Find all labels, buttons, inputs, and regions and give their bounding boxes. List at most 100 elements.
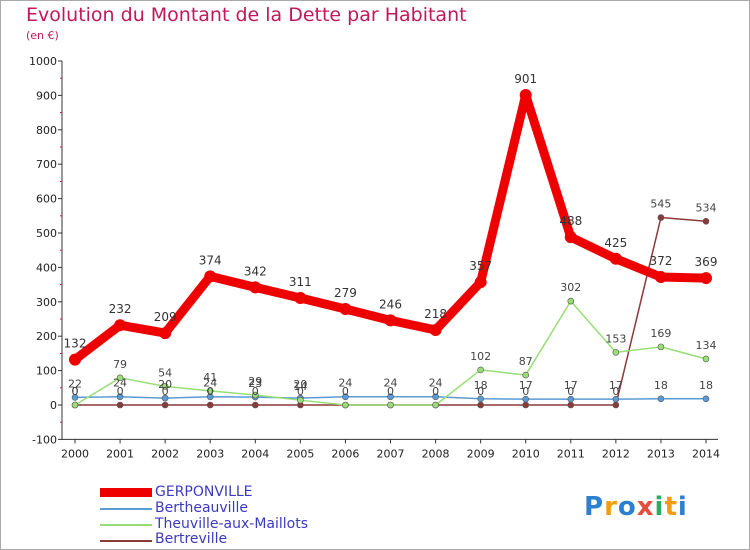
logo-letter: t	[664, 492, 678, 522]
x-tick-label: 2008	[422, 447, 450, 460]
data-point	[657, 343, 665, 351]
data-label: 102	[470, 350, 491, 363]
data-label: 357	[469, 259, 492, 273]
y-tick-label: 100	[36, 365, 57, 378]
data-label: 0	[297, 385, 304, 398]
data-point	[519, 89, 532, 102]
data-point	[206, 387, 214, 395]
data-label: 374	[199, 253, 222, 267]
data-point	[702, 218, 710, 225]
data-label: 0	[162, 385, 169, 398]
data-point	[429, 324, 442, 337]
data-point	[432, 401, 439, 409]
x-tick-label: 2014	[692, 447, 720, 460]
data-label: 23	[248, 377, 262, 390]
x-tick-label: 2003	[196, 447, 224, 460]
data-point	[522, 395, 530, 403]
data-label: 20	[293, 378, 307, 391]
x-tick-label: 2010	[512, 447, 540, 460]
data-point	[612, 349, 620, 356]
data-point	[522, 371, 530, 379]
data-point	[384, 314, 397, 327]
data-label: 218	[424, 307, 447, 321]
data-label: 18	[699, 379, 713, 392]
data-label: 534	[696, 201, 717, 214]
data-label: 0	[477, 385, 484, 398]
legend-label-bertreville: Bertreville	[155, 531, 228, 547]
x-tick-label: 2009	[467, 447, 495, 460]
data-point	[251, 401, 259, 409]
data-label: 41	[203, 371, 217, 384]
data-point	[161, 394, 169, 402]
data-point	[522, 401, 530, 409]
legend-swatch-bertreville	[100, 540, 152, 542]
data-label: 169	[650, 327, 671, 340]
data-label: 0	[522, 385, 529, 398]
data-point	[477, 401, 484, 409]
data-label: 311	[289, 275, 312, 289]
data-point	[116, 401, 124, 409]
data-point	[567, 395, 575, 403]
data-label: 134	[696, 339, 717, 352]
data-label: 545	[650, 198, 671, 211]
data-label: 369	[695, 255, 718, 269]
data-label: 18	[474, 379, 488, 392]
data-label: 0	[252, 385, 259, 398]
data-point	[342, 393, 349, 401]
data-point	[159, 327, 172, 340]
data-label: 17	[519, 379, 533, 392]
data-label: 246	[379, 297, 402, 311]
data-point	[657, 395, 665, 403]
logo-letter: i	[677, 492, 688, 522]
legend-swatch-theuville	[100, 524, 152, 526]
data-label: 372	[649, 254, 672, 268]
x-tick-label: 2000	[61, 447, 89, 460]
data-label: 0	[117, 385, 124, 398]
data-point	[657, 214, 665, 221]
x-tick-label: 2012	[602, 447, 630, 460]
data-label: 0	[72, 385, 79, 398]
data-label: 24	[203, 377, 217, 390]
data-label: 232	[109, 302, 132, 316]
data-label: 153	[605, 332, 626, 345]
logo-letter: o	[617, 492, 637, 522]
legend-label-bertheauville: Bertheauville	[155, 500, 248, 516]
y-tick-label: 1000	[29, 55, 57, 68]
data-label: 20	[158, 378, 172, 391]
chart-title: Evolution du Montant de la Dette par Hab…	[26, 4, 467, 26]
logo-letter: i	[654, 492, 665, 522]
data-point	[206, 401, 214, 409]
logo-letter: r	[604, 492, 618, 522]
y-tick-label: 300	[36, 296, 57, 309]
y-tick-label: 500	[36, 227, 57, 240]
data-point	[161, 401, 169, 409]
legend-label-gerponville: GERPONVILLE	[155, 484, 253, 500]
data-point	[204, 270, 217, 283]
data-label: 24	[384, 377, 398, 390]
data-point	[702, 355, 710, 363]
y-tick-label: 700	[36, 158, 57, 171]
y-tick-label: 400	[36, 261, 57, 274]
data-label: 14	[293, 380, 307, 393]
data-label: 132	[64, 337, 87, 351]
data-point	[342, 401, 349, 409]
data-point	[116, 374, 124, 382]
data-point	[71, 401, 79, 409]
y-tick-label: 0	[50, 399, 57, 412]
data-point	[251, 391, 259, 399]
legend-label-theuville: Theuville-aux-Maillots	[155, 516, 308, 532]
data-label: 425	[604, 236, 627, 250]
data-point	[294, 292, 307, 305]
data-point	[474, 276, 487, 289]
data-label: 901	[514, 72, 537, 86]
data-point	[69, 353, 81, 366]
y-tick-label: 200	[36, 330, 57, 343]
data-label: 29	[248, 375, 262, 388]
data-point	[387, 393, 394, 401]
legend-swatch-bertheauville	[100, 508, 152, 510]
data-point	[249, 281, 262, 294]
data-point	[339, 303, 352, 316]
y-tick-label: 900	[36, 89, 57, 102]
data-label: 17	[564, 379, 578, 392]
